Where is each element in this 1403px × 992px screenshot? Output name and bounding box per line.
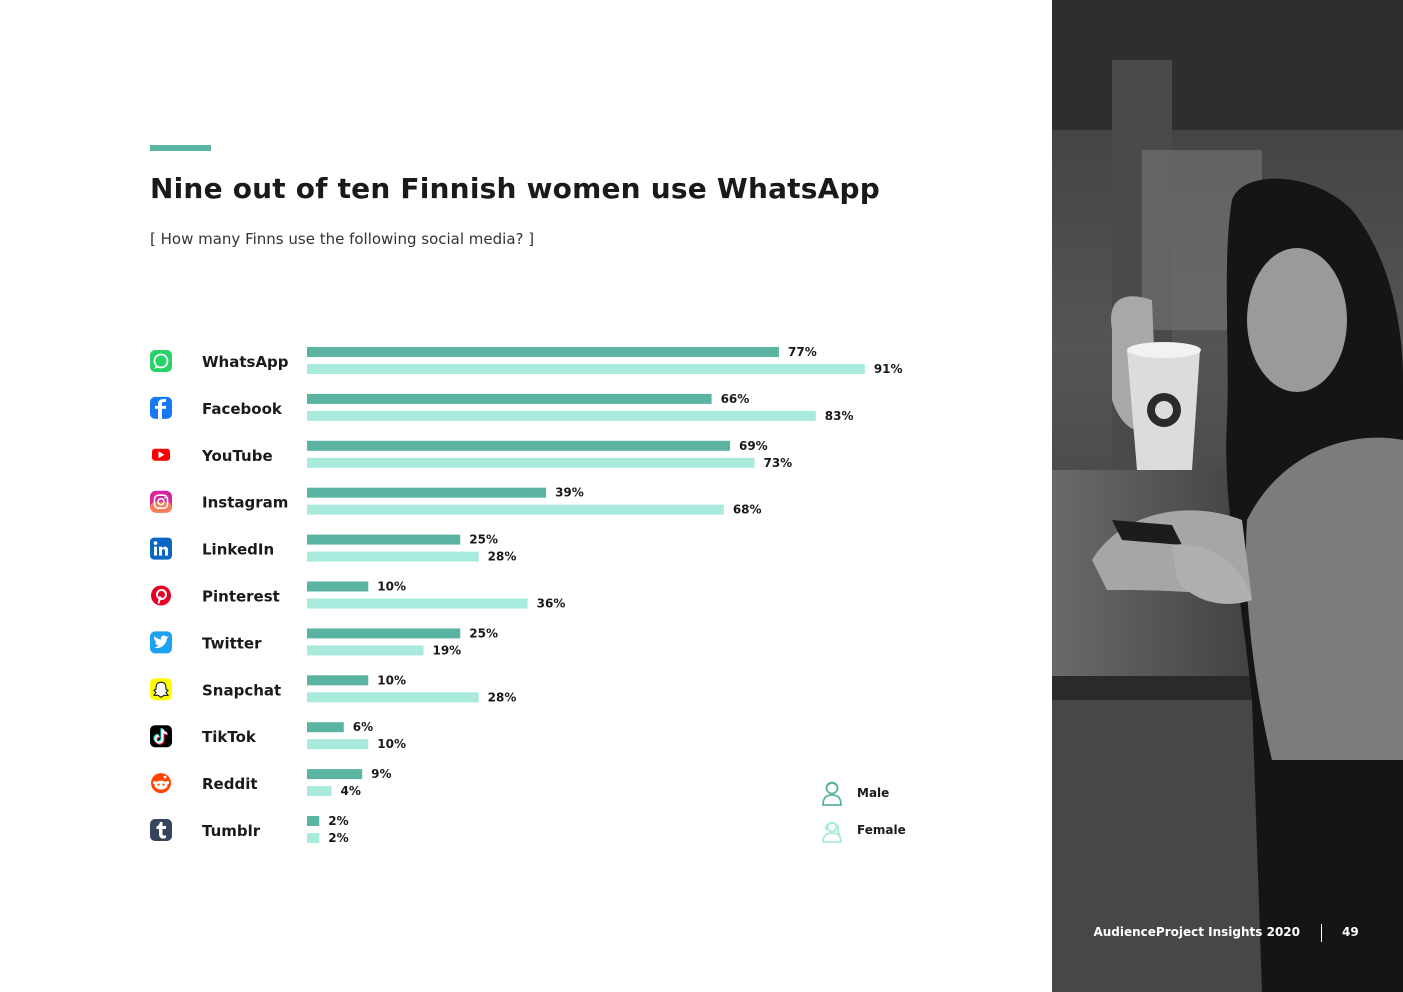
category-label-snapchat: Snapchat xyxy=(202,681,281,699)
value-label-male-linkedin: 25% xyxy=(469,533,498,547)
tiktok-icon xyxy=(150,725,172,748)
male-person-icon xyxy=(822,781,842,806)
category-label-pinterest: Pinterest xyxy=(202,588,280,606)
bar-female-youtube xyxy=(307,457,755,468)
bar-male-whatsapp xyxy=(307,347,780,357)
bar-male-snapchat xyxy=(307,675,369,686)
whatsapp-icon xyxy=(150,350,172,372)
bar-female-tiktok xyxy=(307,739,369,750)
value-label-male-pinterest: 10% xyxy=(377,580,406,594)
bar-female-reddit xyxy=(307,786,332,797)
bar-male-instagram xyxy=(307,487,547,498)
bar-female-facebook xyxy=(307,410,816,421)
legend-label-female: Female xyxy=(857,823,906,837)
value-label-male-twitter: 25% xyxy=(469,626,498,640)
value-label-female-whatsapp: 91% xyxy=(874,362,903,376)
value-label-male-youtube: 69% xyxy=(739,439,768,453)
category-label-instagram: Instagram xyxy=(202,494,288,512)
page-title: Nine out of ten Finnish women use WhatsA… xyxy=(150,172,880,205)
value-label-female-reddit: 4% xyxy=(341,784,361,798)
bar-male-pinterest xyxy=(307,581,369,592)
bar-male-tiktok xyxy=(307,722,344,733)
value-label-male-snapchat: 10% xyxy=(377,673,406,687)
category-label-twitter: Twitter xyxy=(202,634,262,652)
twitter-icon xyxy=(150,631,172,654)
legend-item-female: Female xyxy=(821,817,906,843)
bar-female-tumblr xyxy=(307,833,320,843)
footer: AudienceProject Insights 2020 49 xyxy=(1052,924,1403,946)
value-label-female-twitter: 19% xyxy=(432,643,461,657)
bar-male-linkedin xyxy=(307,534,461,545)
category-label-tiktok: TikTok xyxy=(202,728,257,746)
youtube-icon xyxy=(152,448,170,461)
value-label-female-tiktok: 10% xyxy=(377,737,406,751)
category-label-linkedin: LinkedIn xyxy=(202,541,274,559)
pinterest-icon xyxy=(151,585,171,606)
footer-brand: AudienceProject Insights 2020 xyxy=(1093,925,1300,939)
reddit-icon xyxy=(151,773,171,794)
tumblr-icon xyxy=(150,819,172,841)
snapchat-icon xyxy=(150,678,172,701)
value-label-male-whatsapp: 77% xyxy=(788,345,817,359)
cafe-photo xyxy=(1052,0,1403,992)
value-label-female-linkedin: 28% xyxy=(488,550,517,564)
value-label-male-tumblr: 2% xyxy=(328,814,348,828)
bar-male-twitter xyxy=(307,628,461,639)
value-label-female-snapchat: 28% xyxy=(488,690,517,704)
value-label-female-youtube: 73% xyxy=(763,456,792,470)
bar-female-pinterest xyxy=(307,598,528,609)
instagram-icon xyxy=(150,490,172,513)
bar-male-tumblr xyxy=(307,816,320,826)
category-label-tumblr: Tumblr xyxy=(202,822,261,840)
legend-label-male: Male xyxy=(857,786,890,800)
value-label-female-tumblr: 2% xyxy=(328,831,348,845)
chart-subtitle: [ How many Finns use the following socia… xyxy=(150,230,535,248)
category-label-facebook: Facebook xyxy=(202,400,283,418)
linkedin-icon xyxy=(150,537,172,560)
bar-female-twitter xyxy=(307,645,424,656)
value-label-male-facebook: 66% xyxy=(721,392,750,406)
footer-divider xyxy=(1321,924,1322,942)
page-number: 49 xyxy=(1342,925,1359,939)
value-label-male-reddit: 9% xyxy=(371,767,391,781)
value-label-female-pinterest: 36% xyxy=(537,597,566,611)
bar-male-facebook xyxy=(307,393,712,404)
value-label-male-instagram: 39% xyxy=(555,486,584,500)
value-label-female-instagram: 68% xyxy=(733,503,762,517)
bar-female-instagram xyxy=(307,504,724,515)
usage-bar-chart: WhatsApp 77% 91% Facebook 66% 83% YouTube 69% 73… xyxy=(150,345,903,845)
legend-item-male: Male xyxy=(821,780,889,806)
category-label-whatsapp: WhatsApp xyxy=(202,353,289,371)
category-label-youtube: YouTube xyxy=(201,447,273,465)
bar-female-whatsapp xyxy=(307,364,865,374)
bar-female-linkedin xyxy=(307,551,479,562)
bar-female-snapchat xyxy=(307,692,479,703)
title-accent-line xyxy=(150,145,211,151)
woman-with-coffee-image xyxy=(1052,0,1403,992)
value-label-female-facebook: 83% xyxy=(825,409,854,423)
value-label-male-tiktok: 6% xyxy=(353,720,373,734)
bar-male-youtube xyxy=(307,440,730,451)
bar-male-reddit xyxy=(307,769,363,780)
facebook-icon xyxy=(150,396,172,419)
female-person-icon xyxy=(822,821,842,843)
category-label-reddit: Reddit xyxy=(202,775,258,793)
